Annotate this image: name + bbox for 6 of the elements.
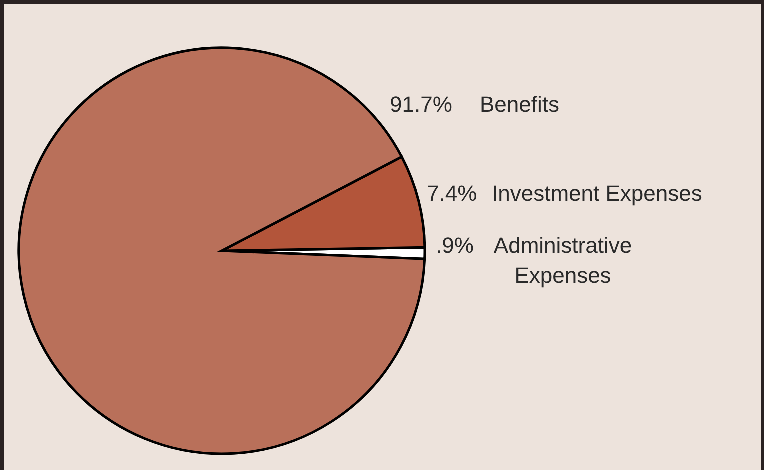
data-label: .9% <box>436 233 474 258</box>
slice-label: Investment Expenses <box>492 181 702 206</box>
data-label: 91.7% <box>390 92 452 117</box>
slice-label: Administrative Expenses <box>494 233 632 288</box>
slice-label: Benefits <box>480 92 560 117</box>
data-label: 7.4% <box>427 181 478 206</box>
